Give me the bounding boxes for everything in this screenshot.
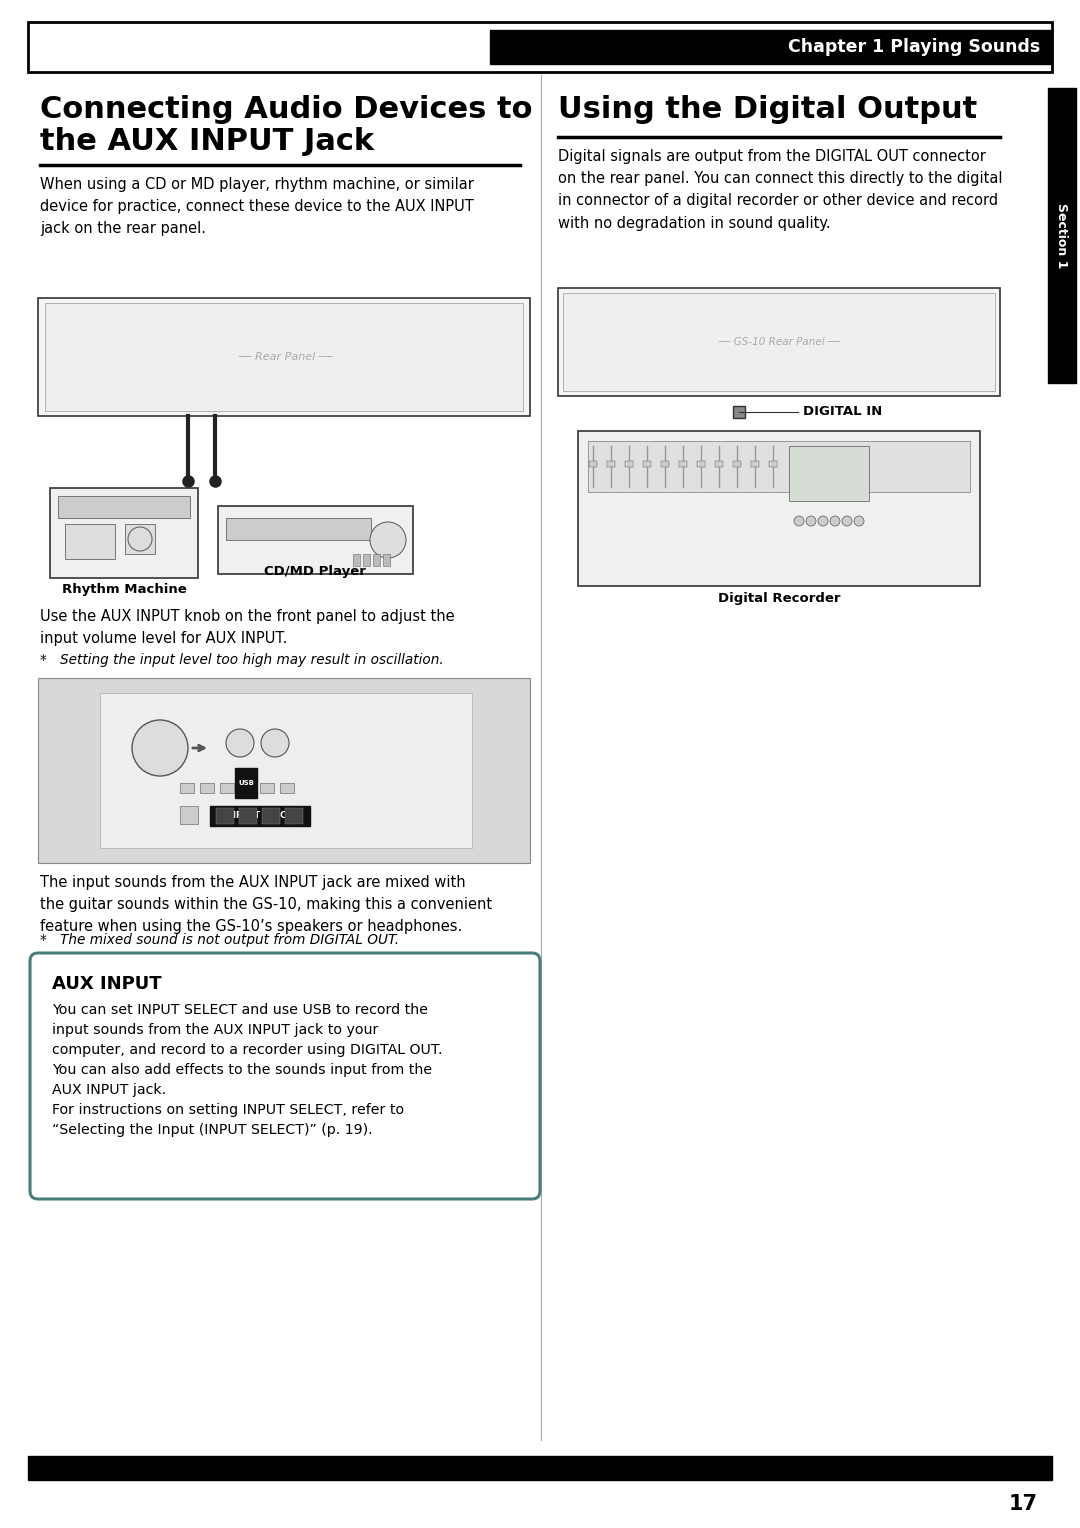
- Bar: [216, 808, 234, 824]
- Bar: [200, 782, 214, 793]
- Circle shape: [854, 516, 864, 526]
- Bar: [260, 782, 274, 793]
- Text: Use the AUX INPUT knob on the front panel to adjust the
input volume level for A: Use the AUX INPUT knob on the front pane…: [40, 610, 455, 646]
- Bar: [383, 555, 390, 565]
- Bar: [715, 461, 723, 468]
- Text: PATCH/VALUE: PATCH/VALUE: [131, 698, 189, 707]
- Bar: [353, 555, 360, 565]
- Text: DIRECT PATCH: DIRECT PATCH: [227, 811, 294, 821]
- Bar: [65, 524, 114, 559]
- Bar: [280, 782, 294, 793]
- Bar: [239, 808, 257, 824]
- Bar: [679, 461, 687, 468]
- FancyBboxPatch shape: [30, 953, 540, 1199]
- Text: CD/MD Player: CD/MD Player: [265, 565, 366, 578]
- Bar: [285, 808, 303, 824]
- Text: Rhythm Machine: Rhythm Machine: [62, 584, 187, 596]
- Bar: [589, 461, 597, 468]
- Bar: [733, 406, 745, 419]
- Text: Chapter 1 Playing Sounds: Chapter 1 Playing Sounds: [787, 38, 1040, 57]
- Bar: [28, 21, 1052, 72]
- Bar: [363, 555, 370, 565]
- Text: Connecting Audio Devices to: Connecting Audio Devices to: [40, 95, 532, 124]
- Bar: [38, 298, 530, 416]
- Text: When using a CD or MD player, rhythm machine, or similar
device for practice, co: When using a CD or MD player, rhythm mac…: [40, 177, 474, 237]
- Bar: [226, 518, 372, 539]
- Bar: [769, 461, 777, 468]
- Text: DIGITAL IN: DIGITAL IN: [804, 405, 882, 419]
- Bar: [180, 782, 194, 793]
- Bar: [563, 293, 995, 391]
- Bar: [28, 1456, 1052, 1481]
- Text: ── GS-10 Rear Panel ──: ── GS-10 Rear Panel ──: [718, 338, 840, 347]
- Circle shape: [370, 523, 406, 558]
- Bar: [625, 461, 633, 468]
- Bar: [262, 808, 280, 824]
- Bar: [733, 461, 741, 468]
- Bar: [558, 287, 1000, 396]
- Text: ── Rear Panel ──: ── Rear Panel ──: [238, 351, 333, 362]
- Circle shape: [818, 516, 828, 526]
- Bar: [643, 461, 651, 468]
- Text: Digital signals are output from the DIGITAL OUT connector
on the rear panel. You: Digital signals are output from the DIGI…: [558, 150, 1002, 231]
- Bar: [578, 431, 980, 587]
- Text: the AUX INPUT Jack: the AUX INPUT Jack: [40, 127, 374, 156]
- Bar: [235, 769, 257, 798]
- Text: You can set INPUT SELECT and use USB to record the
input sounds from the AUX INP: You can set INPUT SELECT and use USB to …: [52, 1002, 443, 1137]
- Bar: [50, 487, 198, 578]
- Text: Section 1: Section 1: [1055, 203, 1068, 269]
- Bar: [100, 694, 472, 848]
- Circle shape: [842, 516, 852, 526]
- Circle shape: [132, 720, 188, 776]
- Bar: [58, 497, 190, 518]
- Bar: [607, 461, 615, 468]
- Bar: [38, 678, 530, 863]
- Text: USB: USB: [238, 779, 254, 785]
- Bar: [751, 461, 759, 468]
- Circle shape: [806, 516, 816, 526]
- Bar: [220, 782, 234, 793]
- Bar: [490, 31, 1052, 64]
- Text: OUTPUT
LEVEL: OUTPUT LEVEL: [259, 698, 292, 711]
- Text: 17: 17: [1009, 1494, 1038, 1514]
- Text: The input sounds from the AUX INPUT jack are mixed with
the guitar sounds within: The input sounds from the AUX INPUT jack…: [40, 876, 492, 935]
- Bar: [373, 555, 380, 565]
- Bar: [218, 506, 413, 575]
- Bar: [125, 524, 156, 555]
- Bar: [180, 805, 198, 824]
- Text: *   Setting the input level too high may result in oscillation.: * Setting the input level too high may r…: [40, 652, 444, 668]
- Bar: [789, 446, 869, 501]
- Circle shape: [794, 516, 804, 526]
- Bar: [1048, 89, 1076, 384]
- Bar: [45, 303, 523, 411]
- Text: Using the Digital Output: Using the Digital Output: [558, 95, 977, 124]
- Bar: [697, 461, 705, 468]
- Circle shape: [261, 729, 289, 756]
- Text: Digital Recorder: Digital Recorder: [718, 591, 840, 605]
- Text: AUX INPUT
LEVEL: AUX INPUT LEVEL: [218, 698, 261, 711]
- Bar: [661, 461, 669, 468]
- Circle shape: [831, 516, 840, 526]
- Bar: [588, 442, 970, 492]
- Text: AUX INPUT: AUX INPUT: [52, 975, 162, 993]
- Circle shape: [226, 729, 254, 756]
- Text: *   The mixed sound is not output from DIGITAL OUT.: * The mixed sound is not output from DIG…: [40, 934, 400, 947]
- Bar: [210, 805, 310, 827]
